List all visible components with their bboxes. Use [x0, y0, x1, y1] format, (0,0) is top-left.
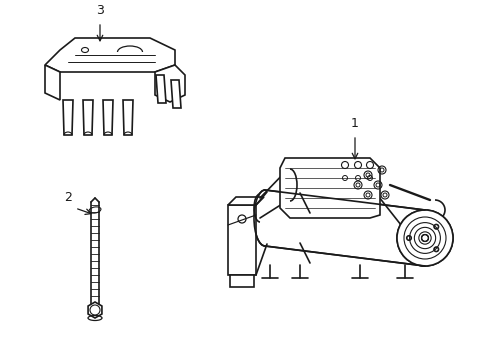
Polygon shape: [309, 175, 359, 205]
Ellipse shape: [396, 210, 452, 266]
Polygon shape: [155, 65, 184, 102]
Polygon shape: [156, 75, 165, 103]
Polygon shape: [88, 302, 102, 318]
Polygon shape: [45, 65, 60, 100]
Polygon shape: [45, 38, 175, 72]
Polygon shape: [264, 190, 424, 266]
Polygon shape: [63, 100, 73, 135]
Text: 1: 1: [350, 117, 358, 130]
Text: 3: 3: [96, 4, 104, 17]
Polygon shape: [229, 275, 253, 287]
Polygon shape: [280, 158, 379, 218]
Polygon shape: [83, 100, 93, 135]
Polygon shape: [260, 167, 289, 218]
Text: 2: 2: [64, 191, 72, 204]
Ellipse shape: [396, 210, 452, 266]
Polygon shape: [103, 100, 113, 135]
Polygon shape: [227, 197, 264, 205]
Polygon shape: [123, 100, 133, 135]
Polygon shape: [171, 80, 181, 108]
Polygon shape: [227, 205, 256, 275]
